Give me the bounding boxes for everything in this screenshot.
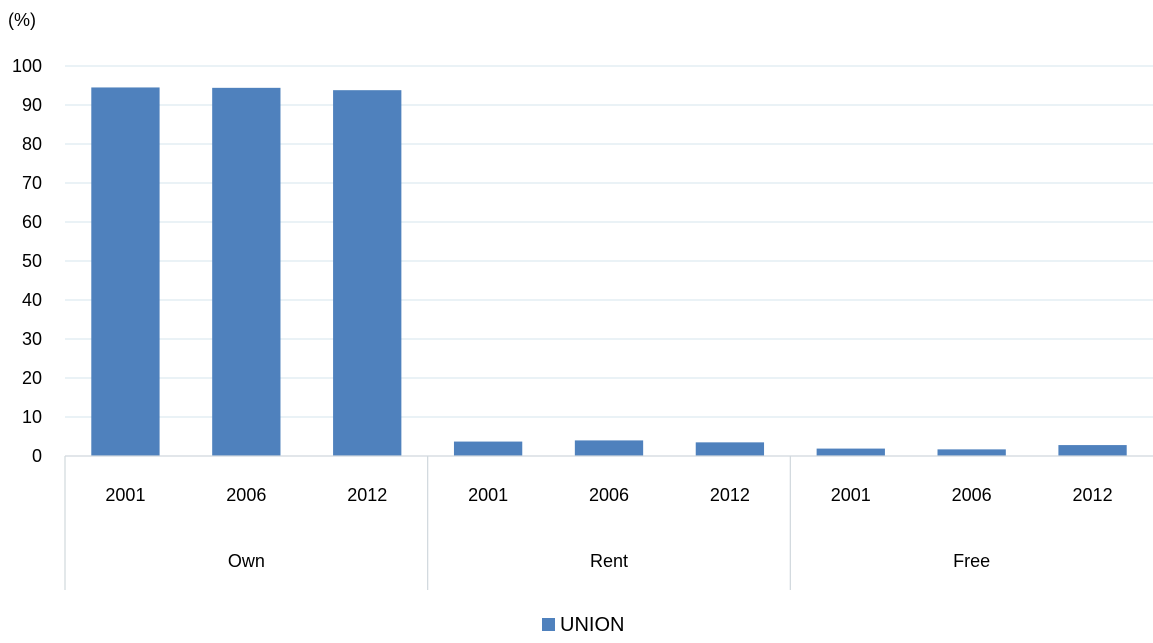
bar-rent-2001 [453,441,523,456]
y-tick-label-90: 90 [22,95,42,115]
bar-free-2006 [937,449,1006,456]
bar-rent-2012 [695,442,765,456]
x-tick-label: 2001 [831,485,871,505]
x-tick-label: 2006 [589,485,629,505]
y-tick-label-20: 20 [22,368,42,388]
x-tick-label: 2006 [952,485,992,505]
bar-free-2001 [816,448,885,456]
y-axis-ticks: 0 10 20 30 40 50 60 70 80 90 100 [12,56,42,466]
y-tick-label-40: 40 [22,290,42,310]
bar-own-2006 [212,87,281,456]
bar-free-2012 [1058,445,1127,456]
group-label-free: Free [953,551,990,571]
x-axis [64,455,1153,590]
group-label-rent: Rent [590,551,628,571]
y-tick-label-0: 0 [32,446,42,466]
x-tick-label: 2001 [468,485,508,505]
x-tick-label: 2012 [347,485,387,505]
y-tick-label-30: 30 [22,329,42,349]
bars [91,87,1127,457]
y-tick-label-50: 50 [22,251,42,271]
x-tick-label: 2001 [105,485,145,505]
bar-own-2001 [91,87,160,456]
group-label-own: Own [228,551,265,571]
y-tick-label-100: 100 [12,56,42,76]
legend-label-union: UNION [560,614,624,636]
y-tick-label-80: 80 [22,134,42,154]
x-tick-label: 2012 [1073,485,1113,505]
x-tick-label: 2012 [710,485,750,505]
y-tick-label-60: 60 [22,212,42,232]
legend: UNION [542,614,624,636]
x-axis-category-labels: 2001 2006 2012 2001 2006 2012 2001 2006 2012 Own R… [105,485,1112,571]
legend-swatch-union [542,618,555,631]
y-tick-label-10: 10 [22,407,42,427]
y-axis-unit-label: (%) [8,10,36,30]
y-tick-label-70: 70 [22,173,42,193]
x-tick-label: 2006 [226,485,266,505]
bar-rent-2006 [574,440,644,456]
bar-own-2012 [333,90,402,457]
